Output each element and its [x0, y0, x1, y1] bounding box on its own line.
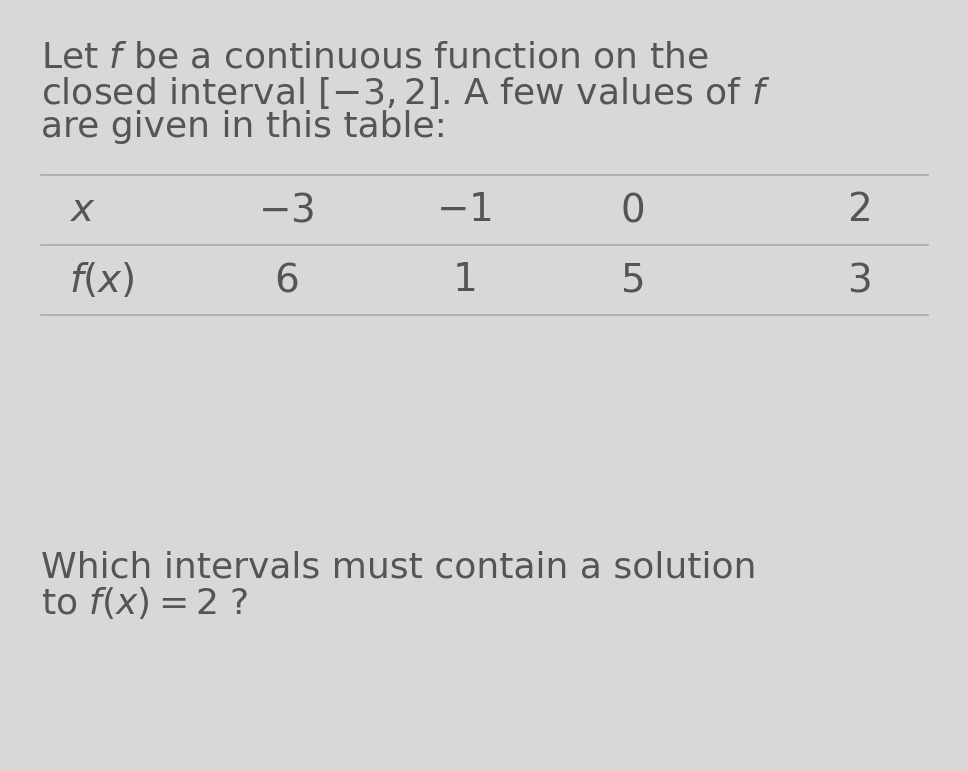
- Text: $0$: $0$: [620, 191, 644, 229]
- Text: Which intervals must contain a solution: Which intervals must contain a solution: [42, 550, 757, 584]
- Text: are given in this table:: are given in this table:: [42, 110, 448, 144]
- Text: $6$: $6$: [274, 261, 299, 299]
- Text: $f(x)$: $f(x)$: [69, 260, 134, 300]
- Text: to $f(x) = 2$ ?: to $f(x) = 2$ ?: [42, 585, 249, 621]
- Text: $1$: $1$: [453, 261, 476, 299]
- Text: Let $f$ be a continuous function on the: Let $f$ be a continuous function on the: [42, 40, 709, 74]
- Text: $5$: $5$: [620, 261, 643, 299]
- Text: $2$: $2$: [847, 191, 870, 229]
- Text: $-3$: $-3$: [258, 191, 314, 229]
- Text: $3$: $3$: [847, 261, 870, 299]
- Text: $x$: $x$: [69, 191, 96, 229]
- Text: $-1$: $-1$: [436, 191, 492, 229]
- Text: closed interval $[-3, 2]$. A few values of $f$: closed interval $[-3, 2]$. A few values …: [42, 75, 771, 111]
